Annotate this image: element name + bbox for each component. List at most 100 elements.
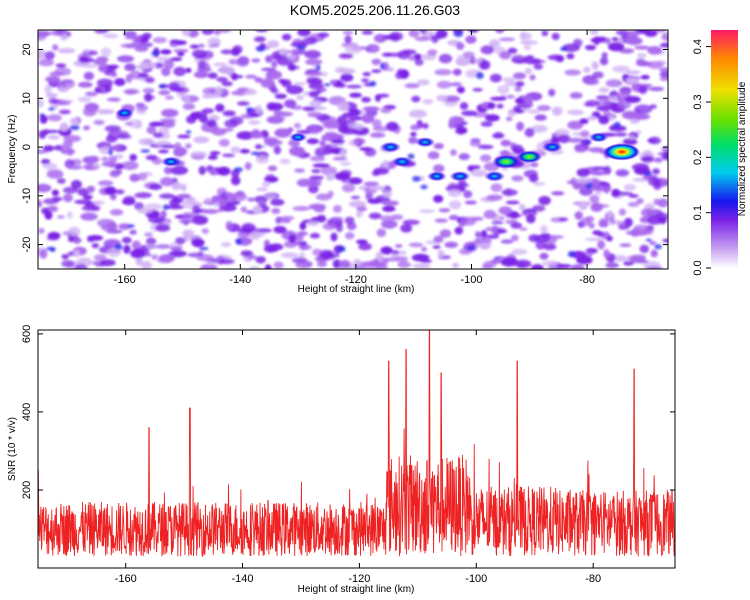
spectrogram-cell [369, 80, 377, 87]
spectrogram-cell [114, 244, 123, 250]
spectrogram-cell [316, 64, 321, 71]
spectrogram-cell [225, 220, 233, 230]
spectrogram-cell [138, 72, 149, 79]
spectrogram-cell [155, 224, 171, 232]
spectrogram-cell [40, 158, 51, 165]
spectrogram-cell [500, 139, 512, 147]
spectrogram-cell [255, 144, 263, 150]
spectrogram-cell [598, 115, 610, 125]
spectrogram-cell [395, 72, 405, 80]
spectrogram-cell [526, 109, 541, 114]
spectrogram-cell [591, 203, 610, 208]
spectrogram-cell [433, 143, 444, 150]
spectrogram-cell [140, 149, 151, 153]
spectrogram-cell [475, 243, 492, 248]
spectrogram-cell [639, 244, 650, 254]
spectrogram-cell [358, 242, 372, 251]
spectrogram-cell [456, 86, 465, 94]
spectrogram-cell [198, 43, 205, 48]
spectrogram-cell [260, 67, 277, 72]
spectrogram-cell [121, 236, 132, 244]
spectrogram-cell [162, 204, 170, 210]
spectrogram-cell [463, 190, 473, 199]
spectrogram-cell [640, 74, 650, 80]
spectrogram-cell [217, 208, 224, 213]
spectrogram-cell [437, 249, 445, 257]
spectrogram-cell [325, 173, 335, 181]
spectrogram-cell [97, 64, 108, 73]
spectrogram-cell [266, 115, 285, 124]
spectrogram-cell [469, 141, 482, 147]
spectrogram-hotspot [449, 170, 471, 182]
spectrogram-cell [117, 55, 134, 63]
spectrogram-cell [337, 246, 346, 252]
spectrogram-cell [585, 139, 590, 145]
spectrogram-cell [117, 134, 132, 140]
spectrogram-cell [309, 232, 321, 239]
spectrogram-cell [361, 261, 378, 267]
spectrogram-cell [487, 102, 496, 110]
x-tick-label: -140 [229, 274, 251, 286]
spectrogram-cell [444, 241, 459, 248]
spectrogram-cell [271, 208, 281, 214]
spectrogram-cell [381, 219, 398, 229]
spectrogram-cell [628, 135, 636, 140]
spectrogram-cell [660, 42, 668, 48]
spectrogram-cell [480, 121, 493, 127]
spectrogram-cell [299, 252, 305, 259]
x-tick-label: -80 [585, 573, 601, 585]
spectrogram-cell [371, 58, 382, 66]
spectrogram-cell [124, 63, 136, 72]
spectrogram-cell [159, 193, 175, 199]
spectrogram-hotspot [492, 154, 521, 169]
spectrogram-cell [416, 79, 430, 86]
spectrogram-cell [159, 177, 175, 187]
spectrogram-cell [414, 58, 424, 66]
spectrogram-cell [56, 215, 65, 219]
spectrogram-cell [45, 76, 61, 83]
spectrogram-cell [526, 214, 536, 224]
spectrogram-cell [647, 46, 663, 55]
spectrogram-cell [480, 229, 488, 239]
spectrogram-cell [371, 171, 380, 176]
spectrogram-cell [355, 239, 368, 245]
spectrogram-cell [175, 237, 186, 245]
spectrogram-hotspot [415, 137, 436, 148]
spectrogram-cell [607, 42, 625, 52]
spectrogram-cell [374, 94, 382, 102]
spectrogram-cell [603, 97, 611, 107]
spectrogram-cell [598, 87, 610, 93]
y-tick-label: -10 [21, 188, 33, 204]
spectrogram-cell [447, 188, 462, 198]
spectrogram-cell [649, 104, 657, 109]
spectrogram-cell [181, 212, 195, 220]
snr-x-ticks: -160 -140 -120 -100 -80 [115, 330, 601, 585]
spectrogram-cell [477, 144, 494, 150]
spectrogram-cell [525, 55, 534, 59]
spectrogram-cell [338, 53, 354, 59]
spectrogram-cell [585, 182, 593, 189]
spectrogram-cell [342, 183, 356, 193]
spectrogram-cell [412, 175, 421, 182]
spectrogram-cell [296, 178, 312, 187]
spectrogram-cell [332, 259, 342, 269]
spectrogram-cell [220, 242, 232, 248]
spectrogram-cell [49, 206, 56, 211]
spectrogram-cell [560, 46, 568, 51]
spectrogram-cell [129, 154, 138, 161]
spectrogram-cell [380, 62, 385, 70]
spectrogram-cell [38, 32, 47, 41]
spectrogram-cell [148, 215, 165, 224]
spectrogram-cell [420, 259, 432, 264]
spectrogram-cell [159, 84, 166, 89]
y-tick-label: 0 [21, 144, 33, 150]
spectrogram-cell [395, 256, 409, 263]
spectrogram-cell [407, 153, 415, 159]
spectrogram-cell [538, 195, 551, 206]
spectrogram-cell [648, 136, 661, 145]
spectrogram-cell [322, 254, 340, 258]
spectrogram-cell [506, 116, 513, 122]
spectrogram-cell [129, 229, 137, 235]
spectrogram-cell [648, 86, 665, 92]
